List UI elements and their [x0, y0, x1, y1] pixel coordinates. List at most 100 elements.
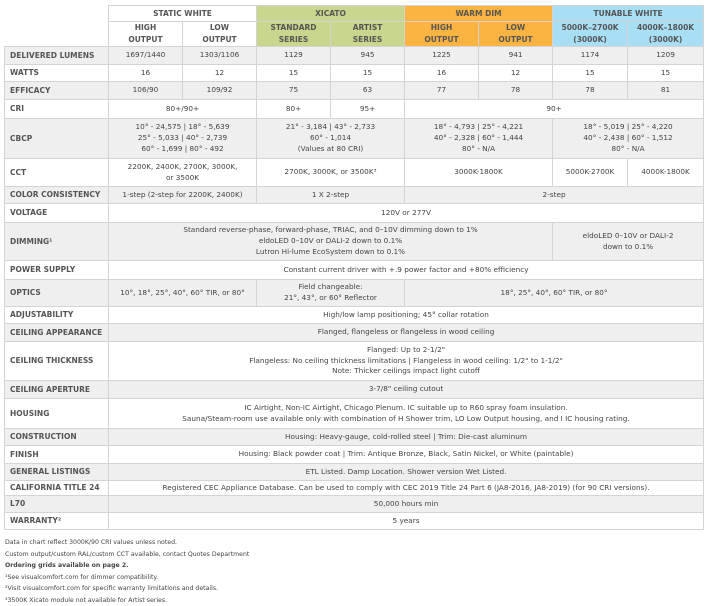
table-cell: 945 — [331, 47, 405, 65]
table-cell: 18° - 5,019 | 25° - 4,220 40° - 2,438 | … — [553, 119, 704, 159]
table-cell: 77 — [405, 82, 479, 100]
table-cell: Housing: Heavy-gauge, cold-rolled steel … — [109, 429, 704, 446]
table-cell: 12 — [183, 65, 257, 82]
row-label: VOLTAGE — [5, 204, 109, 223]
footnote: ³3500K Xicato module not available for A… — [5, 595, 249, 606]
footnote: Custom output/custom RAL/custom CCT avai… — [5, 549, 249, 561]
table-cell: 21° - 3,184 | 43° - 2,733 60° - 1,014 (V… — [257, 119, 405, 159]
header-subcolumn: HIGH OUTPUT — [109, 22, 183, 47]
table-cell: 2200K, 2400K, 2700K, 3000K, or 3500K — [109, 159, 257, 187]
table-cell: High/low lamp positioning; 45° collar ro… — [109, 307, 704, 324]
header-corner — [5, 6, 109, 47]
row-label: CEILING THICKNESS — [5, 342, 109, 381]
row-label: CONSTRUCTION — [5, 429, 109, 446]
table-cell: 941 — [479, 47, 553, 65]
table-cell: 5000K-2700K — [553, 159, 628, 187]
footnote: Ordering grids available on page 2. — [5, 560, 249, 572]
footnote: ²Visit visualcomfort.com for specific wa… — [5, 583, 249, 595]
table-cell: 109/92 — [183, 82, 257, 100]
header-subcolumn: STANDARD SERIES — [257, 22, 331, 47]
row-label: CALIFORNIA TITLE 24 — [5, 481, 109, 496]
table-cell: 75 — [257, 82, 331, 100]
header-subcolumn: 5000K–2700K (3000K) — [553, 22, 628, 47]
table-cell: 78 — [553, 82, 628, 100]
row-label: L70 — [5, 496, 109, 513]
header-group-xicato: XICATO — [257, 6, 405, 22]
table-cell: 1697/1440 — [109, 47, 183, 65]
table-cell: Registered CEC Appliance Database. Can b… — [109, 481, 704, 496]
header-subcolumn: 4000K–1800K (3000K) — [628, 22, 704, 47]
table-cell: Constant current driver with +.9 power f… — [109, 261, 704, 280]
table-cell: 78 — [479, 82, 553, 100]
table-cell: 18°, 25°, 40°, 60° TIR, or 80° — [405, 280, 704, 307]
table-cell: Flanged, flangeless or flangeless in woo… — [109, 324, 704, 342]
row-label: CEILING APERTURE — [5, 381, 109, 399]
table-cell: 1 X 2-step — [257, 187, 405, 204]
footnote: Data in chart reflect 3000K/90 CRI value… — [5, 537, 249, 549]
table-cell: 15 — [331, 65, 405, 82]
table-cell: Housing: Black powder coat | Trim: Antiq… — [109, 446, 704, 464]
row-label: POWER SUPPLY — [5, 261, 109, 280]
table-cell: 1303/1106 — [183, 47, 257, 65]
row-label: COLOR CONSISTENCY — [5, 187, 109, 204]
row-label: DELIVERED LUMENS — [5, 47, 109, 65]
row-label: CEILING APPEARANCE — [5, 324, 109, 342]
table-cell: 4000K-1800K — [628, 159, 704, 187]
row-label: WATTS — [5, 65, 109, 82]
table-cell: 81 — [628, 82, 704, 100]
table-cell: Field changeable: 21°, 43°, or 60° Refle… — [257, 280, 405, 307]
header-subcolumn: HIGH OUTPUT — [405, 22, 479, 47]
row-label: ADJUSTABILITY — [5, 307, 109, 324]
table-cell: 120V or 277V — [109, 204, 704, 223]
table-cell: 2700K, 3000K, or 3500K³ — [257, 159, 405, 187]
row-label: CRI — [5, 100, 109, 119]
header-group-warm-dim: WARM DIM — [405, 6, 553, 22]
footnotes: Data in chart reflect 3000K/90 CRI value… — [5, 537, 249, 606]
table-cell: eldoLED 0–10V or DALI-2 down to 0.1% — [553, 223, 704, 261]
table-cell: 12 — [479, 65, 553, 82]
table-cell: 106/90 — [109, 82, 183, 100]
header-subcolumn: LOW OUTPUT — [183, 22, 257, 47]
row-label: CCT — [5, 159, 109, 187]
table-cell: 10° - 24,575 | 18° - 5,639 25° - 5,033 |… — [109, 119, 257, 159]
table-cell: 10°, 18°, 25°, 40°, 60° TIR, or 80° — [109, 280, 257, 307]
table-cell: 16 — [109, 65, 183, 82]
table-cell: Standard reverse-phase, forward-phase, T… — [109, 223, 553, 261]
table-cell: 1-step (2-step for 2200K, 2400K) — [109, 187, 257, 204]
table-cell: 15 — [628, 65, 704, 82]
header-group-tunable-white: TUNABLE WHITE — [553, 6, 704, 22]
row-label: CBCP — [5, 119, 109, 159]
row-label: GENERAL LISTINGS — [5, 464, 109, 481]
table-cell: ETL Listed. Damp Location. Shower versio… — [109, 464, 704, 481]
header-group-static-white: STATIC WHITE — [109, 6, 257, 22]
row-label: WARRANTY² — [5, 513, 109, 530]
header-subcolumn: ARTIST SERIES — [331, 22, 405, 47]
header-subcolumn: LOW OUTPUT — [479, 22, 553, 47]
table-cell: 50,000 hours min — [109, 496, 704, 513]
footnote: ¹See visualcomfort.com for dimmer compat… — [5, 572, 249, 584]
table-cell: 80+ — [257, 100, 331, 119]
table-cell: 3-7/8" ceiling cutout — [109, 381, 704, 399]
